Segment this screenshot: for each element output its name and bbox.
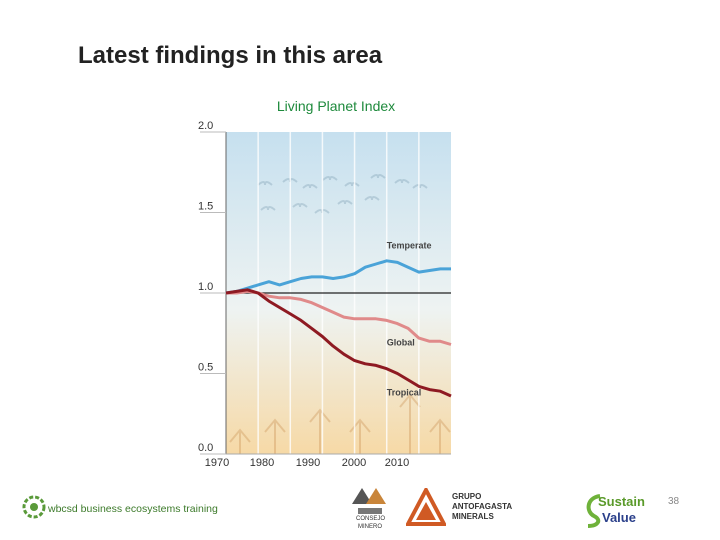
y-tick-label: 2.0 — [198, 120, 213, 132]
y-tick-label: 0.5 — [198, 362, 213, 374]
sustain-value-logo: Sustain Value — [584, 490, 664, 530]
bird-icon — [337, 200, 353, 205]
bird-icon — [394, 179, 410, 184]
tree-icon — [264, 418, 286, 454]
wbcsd-logo: wbcsd business ecosystems training — [22, 494, 222, 526]
bird-icon — [302, 184, 318, 189]
antofagasta-line3: MINERALS — [452, 512, 494, 521]
bird-icon — [257, 181, 273, 186]
living-planet-index-chart: Temperate Global Tropical 2.0 1.5 1.0 0.5 0.0 1… — [198, 120, 452, 469]
tree-icon — [349, 418, 371, 454]
page-number: 38 — [668, 496, 680, 507]
wbcsd-logo-text: wbcsd business ecosystems training — [48, 503, 218, 515]
bird-icon — [364, 196, 380, 201]
antofagasta-line1: GRUPO — [452, 492, 482, 501]
series-line-tropical — [225, 288, 452, 398]
x-tick-label: 2000 — [342, 457, 366, 469]
slide-title: Latest findings in this area — [78, 42, 383, 69]
x-tick-label: 1990 — [296, 457, 320, 469]
tree-icon — [309, 408, 331, 454]
y-tick-label: 1.5 — [198, 201, 213, 213]
x-tick-label: 1980 — [250, 457, 274, 469]
x-tick-label: 1970 — [205, 457, 229, 469]
series-line-temperate — [225, 259, 451, 295]
chart-title: Living Planet Index — [276, 98, 396, 114]
series-lines: Temperate Global Tropical — [225, 240, 452, 398]
bird-icon — [260, 206, 276, 211]
tree-icon — [229, 428, 251, 454]
series-label-temperate: Temperate — [387, 240, 432, 250]
series-label-global: Global — [387, 338, 415, 348]
series-label-tropical: Tropical — [387, 388, 422, 398]
wildlife-illustration — [229, 174, 451, 454]
wbcsd-emblem-icon — [22, 495, 46, 519]
x-tick-label: 2010 — [385, 457, 409, 469]
sustain-swoosh-icon — [586, 494, 601, 528]
tree-icon — [429, 418, 451, 454]
bird-icon — [344, 182, 360, 187]
consejo-line1: CONSEJO — [356, 516, 386, 522]
consejo-minero-icon — [352, 488, 386, 514]
series-line-global — [226, 289, 452, 346]
antofagasta-line2: ANTOFAGASTA — [452, 502, 513, 511]
partner-logos: CONSEJO MINERO GRUPO ANTOFAGASTA MINERAL… — [348, 474, 524, 538]
y-tick-label: 0.0 — [198, 442, 213, 454]
tree-icon — [399, 393, 421, 454]
value-text: Value — [602, 510, 636, 525]
bird-icon — [370, 174, 386, 179]
bird-icon — [412, 184, 428, 189]
bird-icon — [322, 176, 338, 181]
y-tick-label: 1.0 — [198, 281, 213, 293]
antofagasta-icon — [406, 488, 446, 526]
consejo-line2: MINERO — [358, 524, 382, 530]
tick-labels: 2.0 1.5 1.0 0.5 0.0 1970 1980 1990 2000 2010 — [198, 120, 409, 469]
sustain-text: Sustain — [598, 494, 645, 509]
bird-icon — [292, 203, 308, 208]
